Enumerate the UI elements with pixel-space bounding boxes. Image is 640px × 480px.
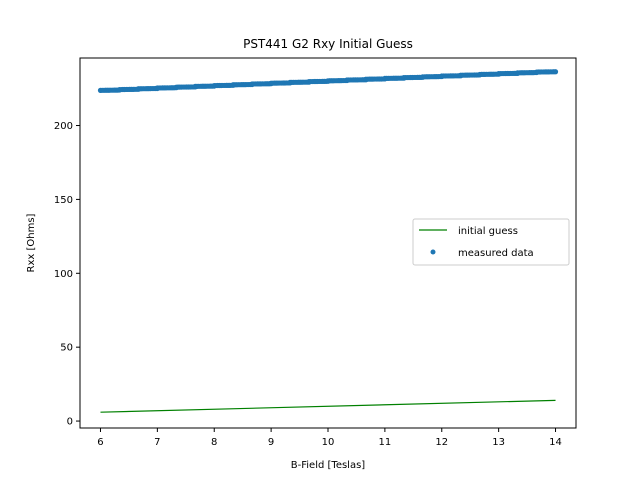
- series-layer: [97, 69, 559, 413]
- x-tick-label: 12: [435, 437, 448, 448]
- x-axis: 6 7 8 9 10 11 12 13 14: [97, 428, 562, 448]
- chart-title: PST441 G2 Rxy Initial Guess: [243, 37, 413, 51]
- x-tick-label: 14: [549, 437, 562, 448]
- legend: initial guess measured data: [412, 218, 570, 266]
- x-tick-label: 13: [492, 437, 505, 448]
- y-tick-label: 50: [60, 343, 73, 354]
- y-tick-label: 200: [54, 121, 73, 132]
- legend-box: [412, 218, 570, 266]
- x-axis-label: B-Field [Teslas]: [291, 460, 366, 471]
- y-tick-label: 0: [67, 417, 73, 428]
- legend-measured-data-label: measured data: [458, 248, 534, 259]
- x-tick-label: 10: [322, 437, 335, 448]
- x-tick-label: 7: [154, 437, 160, 448]
- measured-data-point: [552, 69, 559, 75]
- legend-initial-guess-label: initial guess: [458, 226, 518, 237]
- initial-guess-line: [100, 399, 556, 413]
- x-tick-label: 6: [97, 437, 103, 448]
- x-tick-label: 8: [211, 437, 217, 448]
- x-tick-label: 11: [379, 437, 392, 448]
- legend-measured-data-marker: [430, 249, 436, 255]
- y-tick-label: 100: [54, 269, 73, 280]
- y-axis-label: Rxx [Ohms]: [26, 213, 37, 272]
- x-tick-label: 9: [268, 437, 274, 448]
- y-axis: 0 50 100 150 200: [54, 121, 80, 428]
- y-tick-label: 150: [54, 195, 73, 206]
